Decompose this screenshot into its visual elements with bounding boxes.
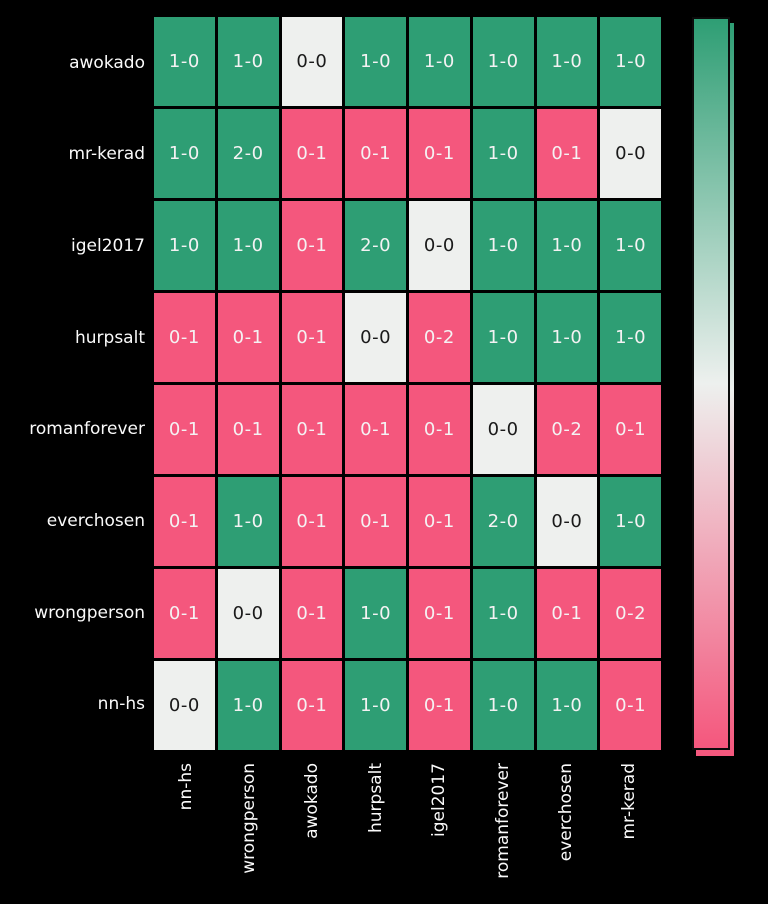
- heatmap-cell: 1-0: [154, 109, 215, 198]
- heatmap-cell: 0-1: [281, 569, 343, 658]
- heatmap-cell: 0-1: [409, 661, 470, 750]
- heatmap-cell: 1-0: [536, 17, 598, 106]
- heatmap-cell: 1-0: [217, 477, 279, 566]
- heatmap-cell: 2-0: [345, 201, 406, 290]
- heatmap-cell: 0-1: [281, 109, 343, 198]
- y-tick-label: nn-hs: [97, 694, 145, 715]
- heatmap-cell: 0-1: [217, 385, 279, 474]
- heatmap-cell: 0-1: [345, 477, 406, 566]
- heatmap-cell: 0-1: [409, 385, 470, 474]
- y-tick-label: mr-kerad: [68, 144, 146, 165]
- y-tick-label: everchosen: [46, 510, 145, 531]
- x-tick-label: awokado: [302, 763, 323, 839]
- heatmap-cell: 0-1: [409, 109, 470, 198]
- heatmap-cell: 0-1: [600, 661, 661, 750]
- heatmap-cell: 0-2: [409, 293, 470, 382]
- x-tick-label: igel2017: [429, 763, 450, 837]
- heatmap-cell: 0-1: [345, 385, 406, 474]
- y-tick-label: wrongperson: [34, 602, 145, 623]
- heatmap-cell: 1-0: [409, 17, 470, 106]
- heatmap-cell: 0-1: [154, 569, 215, 658]
- heatmap-cell: 0-1: [281, 293, 343, 382]
- heatmap-cell: 0-1: [536, 109, 598, 198]
- x-tick-label: hurpsalt: [365, 763, 386, 833]
- heatmap-cell: 1-0: [472, 293, 534, 382]
- heatmap-cell: 0-1: [536, 569, 598, 658]
- colorbar: [692, 17, 730, 750]
- heatmap-cell: 0-0: [472, 385, 534, 474]
- heatmap-cell: 1-0: [472, 17, 534, 106]
- heatmap-cell: 0-0: [409, 201, 470, 290]
- heatmap-cell: 1-0: [536, 661, 598, 750]
- heatmap-cell: 1-0: [600, 293, 661, 382]
- heatmap-cell: 0-1: [154, 293, 215, 382]
- heatmap-cell: 1-0: [217, 661, 279, 750]
- heatmap-cell: 0-2: [600, 569, 661, 658]
- heatmap-cell: 1-0: [345, 569, 406, 658]
- y-tick-label: igel2017: [71, 236, 145, 257]
- heatmap-cell: 0-1: [217, 293, 279, 382]
- heatmap-cell: 0-1: [409, 477, 470, 566]
- heatmap-cell: 0-1: [154, 385, 215, 474]
- x-tick-label: wrongperson: [239, 763, 260, 874]
- heatmap-cell: 1-0: [154, 201, 215, 290]
- heatmap-cell: 0-0: [600, 109, 661, 198]
- heatmap-cell: 1-0: [154, 17, 215, 106]
- heatmap-cell: 0-1: [154, 477, 215, 566]
- heatmap-cell: 1-0: [217, 201, 279, 290]
- heatmap-cell: 1-0: [217, 17, 279, 106]
- heatmap-cell: 1-0: [600, 201, 661, 290]
- y-tick-label: hurpsalt: [75, 327, 145, 348]
- heatmap-cell: 1-0: [536, 293, 598, 382]
- heatmap-cell: 2-0: [217, 109, 279, 198]
- y-tick-label: romanforever: [29, 419, 145, 440]
- heatmap-grid: 1-0 1-0 0-0 1-0 1-0 1-0 1-0 1-0 1-0 2-0 0-1 0-1 0-1 1…: [154, 17, 661, 750]
- heatmap-cell: 0-0: [154, 661, 215, 750]
- heatmap-cell: 0-0: [217, 569, 279, 658]
- heatmap-cell: 0-1: [600, 385, 661, 474]
- heatmap-cell: 0-1: [281, 385, 343, 474]
- heatmap-cell: 0-2: [536, 385, 598, 474]
- heatmap-cell: 0-1: [281, 477, 343, 566]
- heatmap-cell: 0-0: [536, 477, 598, 566]
- y-tick-label: awokado: [69, 52, 145, 73]
- heatmap-cell: 1-0: [345, 661, 406, 750]
- heatmap-cell: 1-0: [600, 17, 661, 106]
- heatmap-cell: 1-0: [472, 109, 534, 198]
- heatmap-cell: 0-0: [281, 17, 343, 106]
- x-tick-label: nn-hs: [175, 763, 196, 811]
- heatmap-cell: 1-0: [472, 201, 534, 290]
- heatmap-cell: 0-1: [409, 569, 470, 658]
- heatmap-cell: 1-0: [536, 201, 598, 290]
- x-tick-label: mr-kerad: [619, 763, 640, 840]
- heatmap-cell: 0-0: [345, 293, 406, 382]
- heatmap-cell: 1-0: [472, 569, 534, 658]
- x-tick-label: everchosen: [555, 763, 576, 862]
- heatmap-cell: 0-1: [281, 201, 343, 290]
- heatmap-cell: 0-1: [281, 661, 343, 750]
- heatmap-cell: 1-0: [600, 477, 661, 566]
- heatmap-cell: 1-0: [472, 661, 534, 750]
- x-tick-label: romanforever: [492, 763, 513, 879]
- heatmap-cell: 2-0: [472, 477, 534, 566]
- heatmap-cell: 0-1: [345, 109, 406, 198]
- heatmap-cell: 1-0: [345, 17, 406, 106]
